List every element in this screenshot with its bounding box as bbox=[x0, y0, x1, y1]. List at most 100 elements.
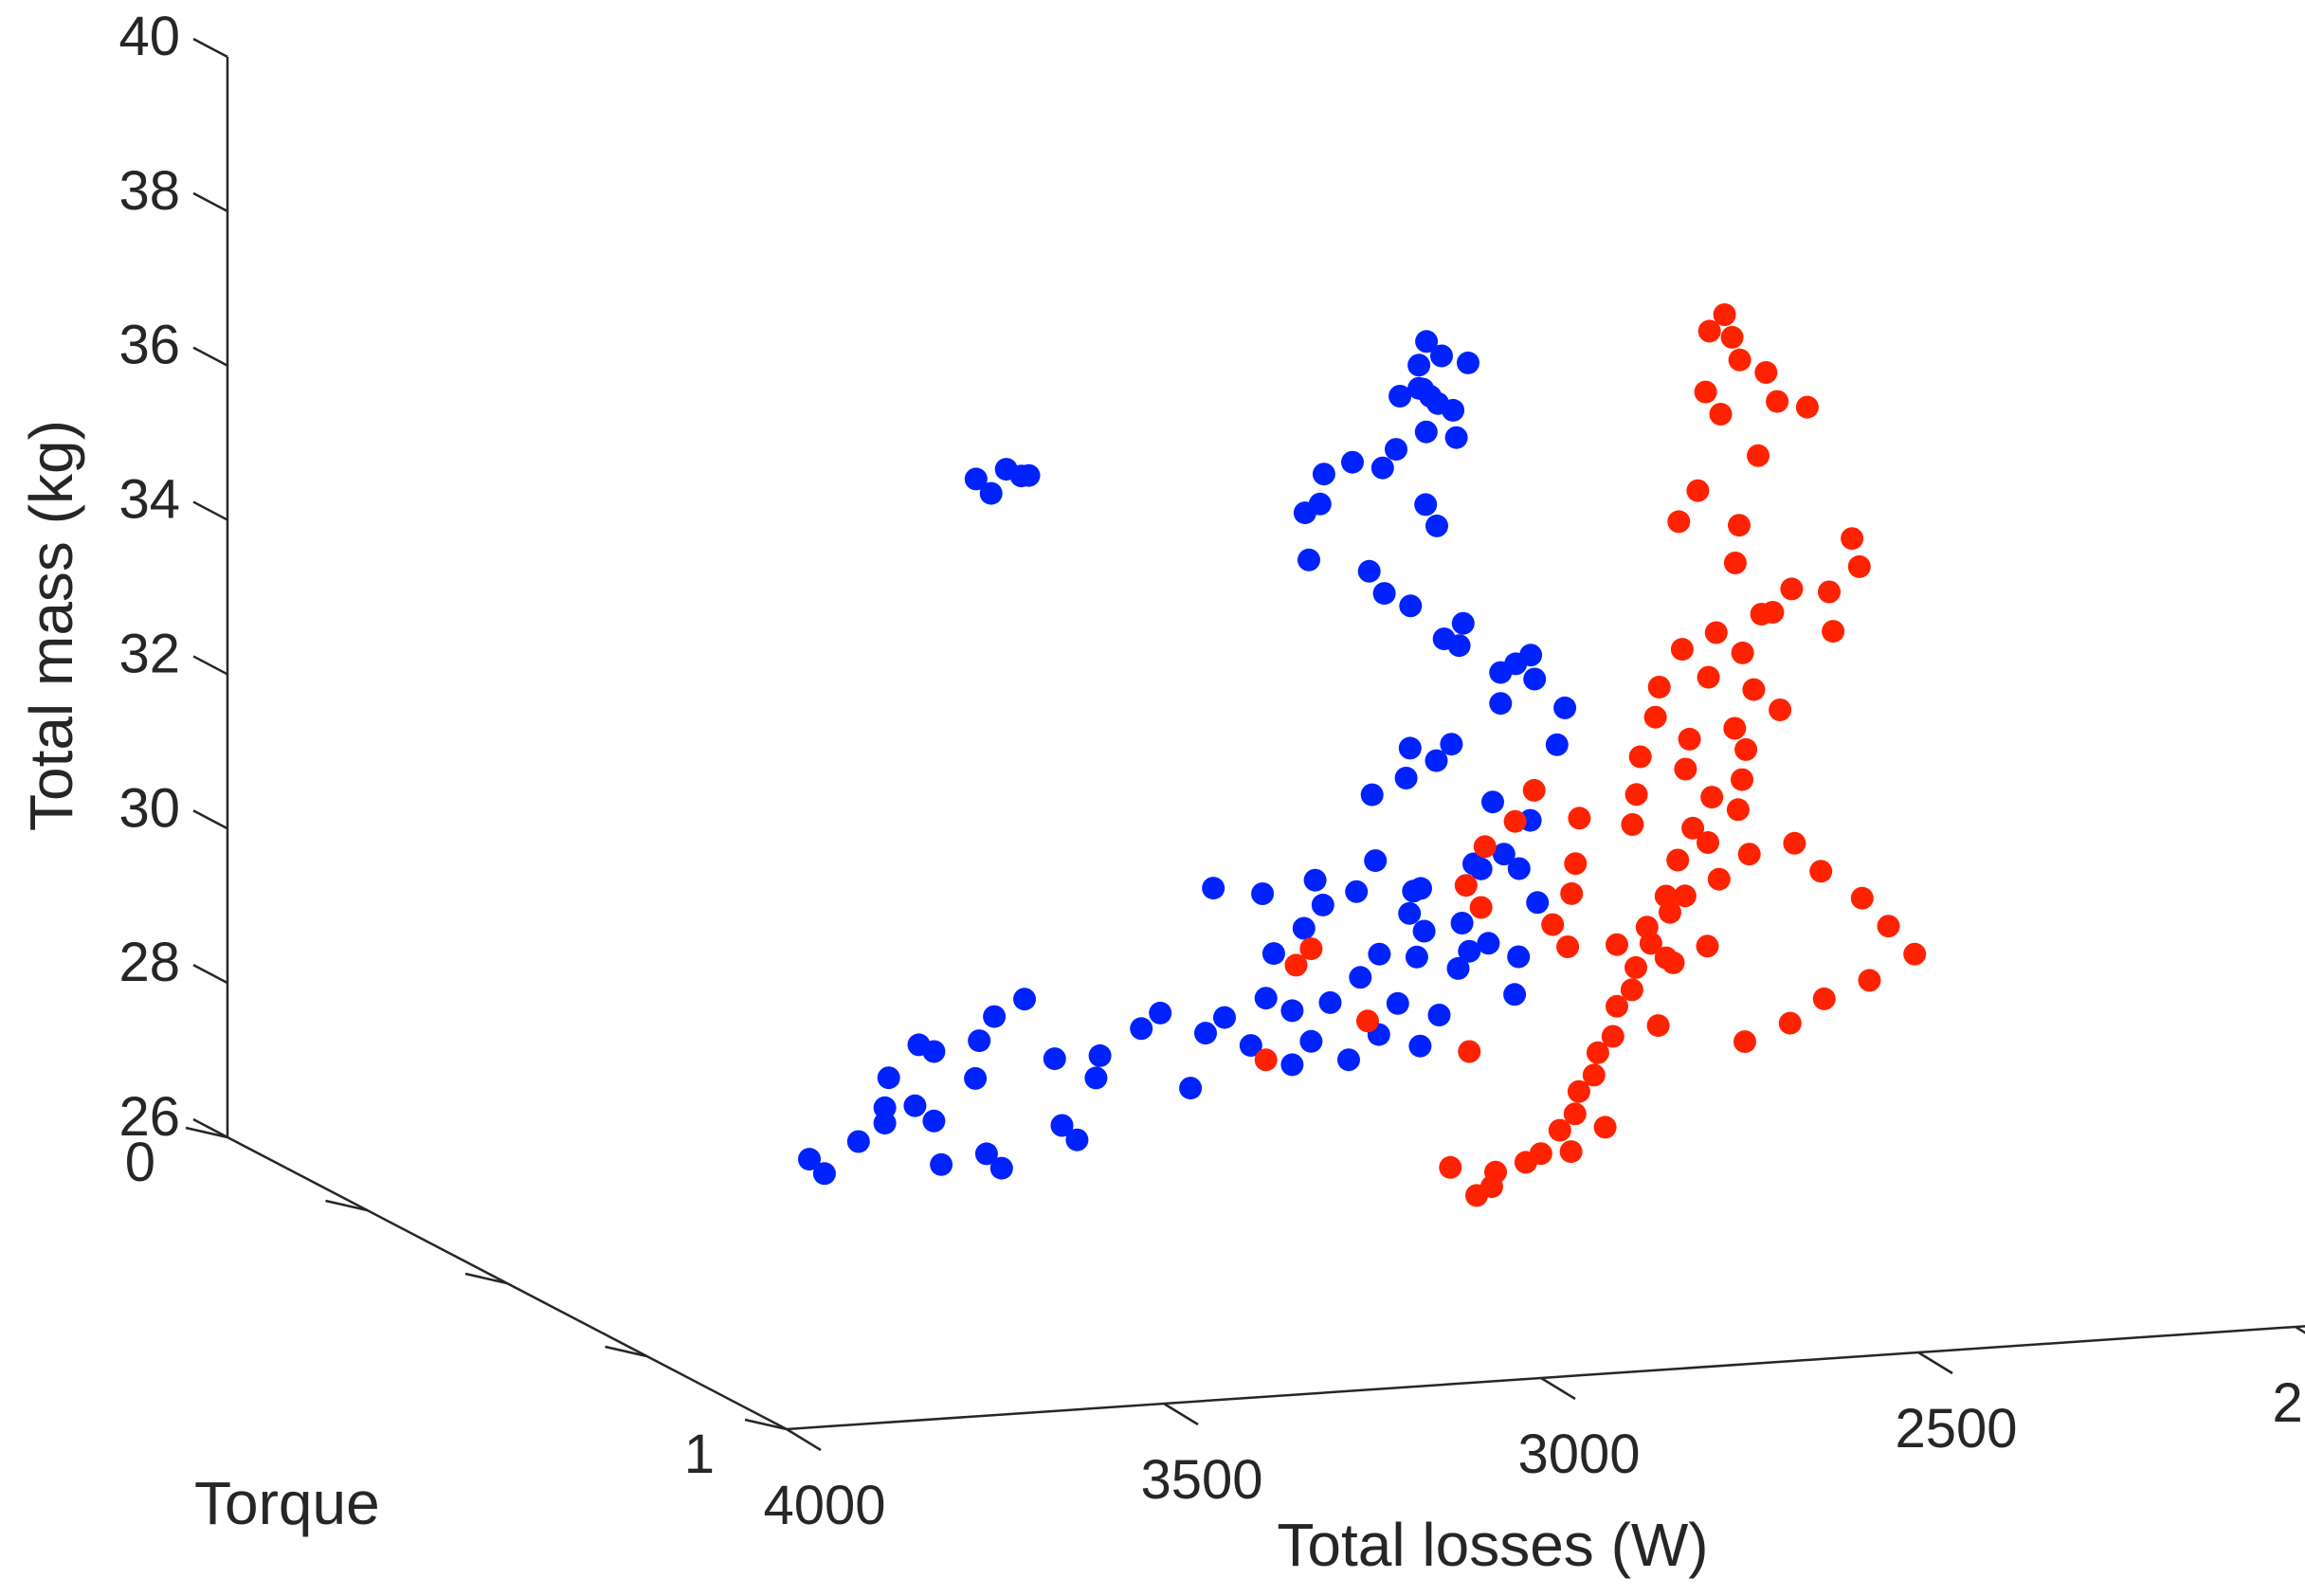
data-point-series-1 bbox=[1414, 493, 1438, 517]
data-point-series-1 bbox=[1213, 1006, 1236, 1029]
data-point-series-1 bbox=[1017, 463, 1041, 487]
data-point-series-2 bbox=[1667, 510, 1691, 534]
data-point-series-1 bbox=[1312, 462, 1335, 486]
data-point-series-1 bbox=[1409, 877, 1432, 900]
x-tick-label: 2500 bbox=[1895, 1398, 2017, 1460]
data-point-series-2 bbox=[1809, 860, 1833, 883]
x-axis-line bbox=[786, 1325, 2305, 1431]
data-point-series-2 bbox=[1643, 705, 1667, 729]
data-point-series-1 bbox=[1280, 1053, 1304, 1077]
z-tick-label: 40 bbox=[118, 6, 180, 67]
data-point-series-2 bbox=[1647, 676, 1671, 698]
data-point-series-1 bbox=[1149, 1001, 1172, 1025]
data-point-series-1 bbox=[1318, 990, 1342, 1014]
z-tick-mark bbox=[192, 191, 228, 212]
z-tick-label: 32 bbox=[118, 623, 180, 684]
data-point-series-1 bbox=[1372, 582, 1396, 606]
data-point-series-1 bbox=[1507, 945, 1531, 969]
data-point-series-1 bbox=[1503, 983, 1527, 1007]
data-point-series-1 bbox=[1368, 942, 1391, 966]
data-point-series-2 bbox=[1582, 1063, 1606, 1087]
data-point-series-2 bbox=[1858, 969, 1881, 992]
z-tick-mark bbox=[192, 1117, 228, 1139]
data-point-series-1 bbox=[979, 481, 1003, 505]
data-point-series-1 bbox=[1043, 1047, 1066, 1071]
data-point-series-1 bbox=[968, 1029, 991, 1053]
data-point-series-1 bbox=[1450, 912, 1474, 934]
y-tick-mark bbox=[744, 1418, 788, 1431]
data-point-series-2 bbox=[1560, 881, 1584, 905]
data-point-series-2 bbox=[1700, 786, 1724, 809]
data-point-series-1 bbox=[1523, 667, 1547, 691]
data-point-series-2 bbox=[1620, 978, 1643, 1002]
data-point-series-2 bbox=[1731, 641, 1754, 664]
z-tick-label: 26 bbox=[118, 1086, 180, 1148]
data-point-series-1 bbox=[1360, 783, 1384, 807]
data-point-series-2 bbox=[1674, 757, 1697, 781]
data-point-series-1 bbox=[1469, 857, 1493, 880]
data-point-series-1 bbox=[1399, 594, 1423, 618]
data-point-series-2 bbox=[1606, 994, 1628, 1018]
y-tick-mark bbox=[464, 1272, 508, 1285]
data-point-series-1 bbox=[1261, 942, 1285, 966]
y-tick-mark bbox=[185, 1126, 228, 1139]
data-point-series-1 bbox=[1447, 634, 1471, 658]
data-point-series-2 bbox=[1514, 1151, 1537, 1174]
data-point-series-1 bbox=[873, 1096, 897, 1119]
data-point-series-2 bbox=[1473, 835, 1497, 859]
data-point-series-2 bbox=[1586, 1041, 1609, 1064]
data-point-series-1 bbox=[1408, 1034, 1432, 1058]
data-point-series-1 bbox=[1303, 868, 1327, 892]
data-point-series-1 bbox=[1341, 450, 1364, 474]
data-point-series-2 bbox=[1709, 403, 1733, 426]
data-point-series-2 bbox=[1728, 348, 1751, 372]
data-point-series-1 bbox=[1065, 1128, 1089, 1152]
data-point-series-1 bbox=[1444, 426, 1468, 449]
data-point-series-1 bbox=[1507, 857, 1531, 880]
z-tick-label: 36 bbox=[118, 315, 180, 376]
data-point-series-2 bbox=[1567, 1079, 1590, 1103]
data-point-series-2 bbox=[1726, 798, 1750, 822]
data-point-series-2 bbox=[1356, 1009, 1379, 1033]
data-point-series-1 bbox=[1492, 843, 1515, 866]
data-point-series-2 bbox=[1766, 390, 1789, 413]
data-point-series-2 bbox=[1723, 552, 1747, 574]
data-point-series-1 bbox=[1386, 991, 1409, 1015]
data-point-series-1 bbox=[1526, 891, 1550, 915]
data-point-series-2 bbox=[1678, 727, 1701, 751]
data-point-series-2 bbox=[1728, 514, 1751, 537]
data-point-series-2 bbox=[1661, 951, 1685, 974]
data-point-series-2 bbox=[1686, 479, 1710, 502]
data-point-series-1 bbox=[1388, 385, 1412, 408]
data-point-series-1 bbox=[1489, 661, 1513, 684]
data-point-series-1 bbox=[983, 1005, 1007, 1028]
x-tick-label: 2000 bbox=[2272, 1372, 2305, 1434]
data-point-series-2 bbox=[1670, 638, 1694, 662]
data-point-series-1 bbox=[1489, 692, 1513, 716]
data-point-series-2 bbox=[1654, 884, 1678, 908]
x-tick-mark bbox=[1917, 1351, 1953, 1375]
data-point-series-2 bbox=[1707, 867, 1731, 891]
data-point-series-2 bbox=[1454, 874, 1478, 898]
data-point-series-1 bbox=[1407, 354, 1431, 377]
data-point-series-1 bbox=[846, 1130, 870, 1153]
data-point-series-2 bbox=[1769, 698, 1792, 721]
data-point-series-2 bbox=[1541, 913, 1565, 936]
x-tick-mark bbox=[1163, 1402, 1199, 1426]
data-point-series-2 bbox=[1761, 601, 1785, 624]
data-point-series-2 bbox=[1696, 934, 1719, 958]
data-point-series-2 bbox=[1568, 807, 1591, 830]
data-point-series-2 bbox=[1564, 852, 1588, 876]
x-tick-mark bbox=[2295, 1325, 2305, 1334]
data-point-series-2 bbox=[1737, 843, 1761, 866]
data-point-series-1 bbox=[964, 467, 988, 491]
z-axis-label: Total mass (kg) bbox=[17, 420, 85, 831]
data-point-series-1 bbox=[1370, 456, 1394, 480]
data-point-series-1 bbox=[1440, 733, 1463, 756]
z-tick-mark bbox=[192, 346, 228, 367]
data-point-series-1 bbox=[1130, 1017, 1153, 1041]
data-point-series-1 bbox=[903, 1094, 927, 1117]
data-point-series-2 bbox=[1556, 935, 1580, 958]
x-axis-label: Total losses (W) bbox=[1277, 1511, 1708, 1579]
